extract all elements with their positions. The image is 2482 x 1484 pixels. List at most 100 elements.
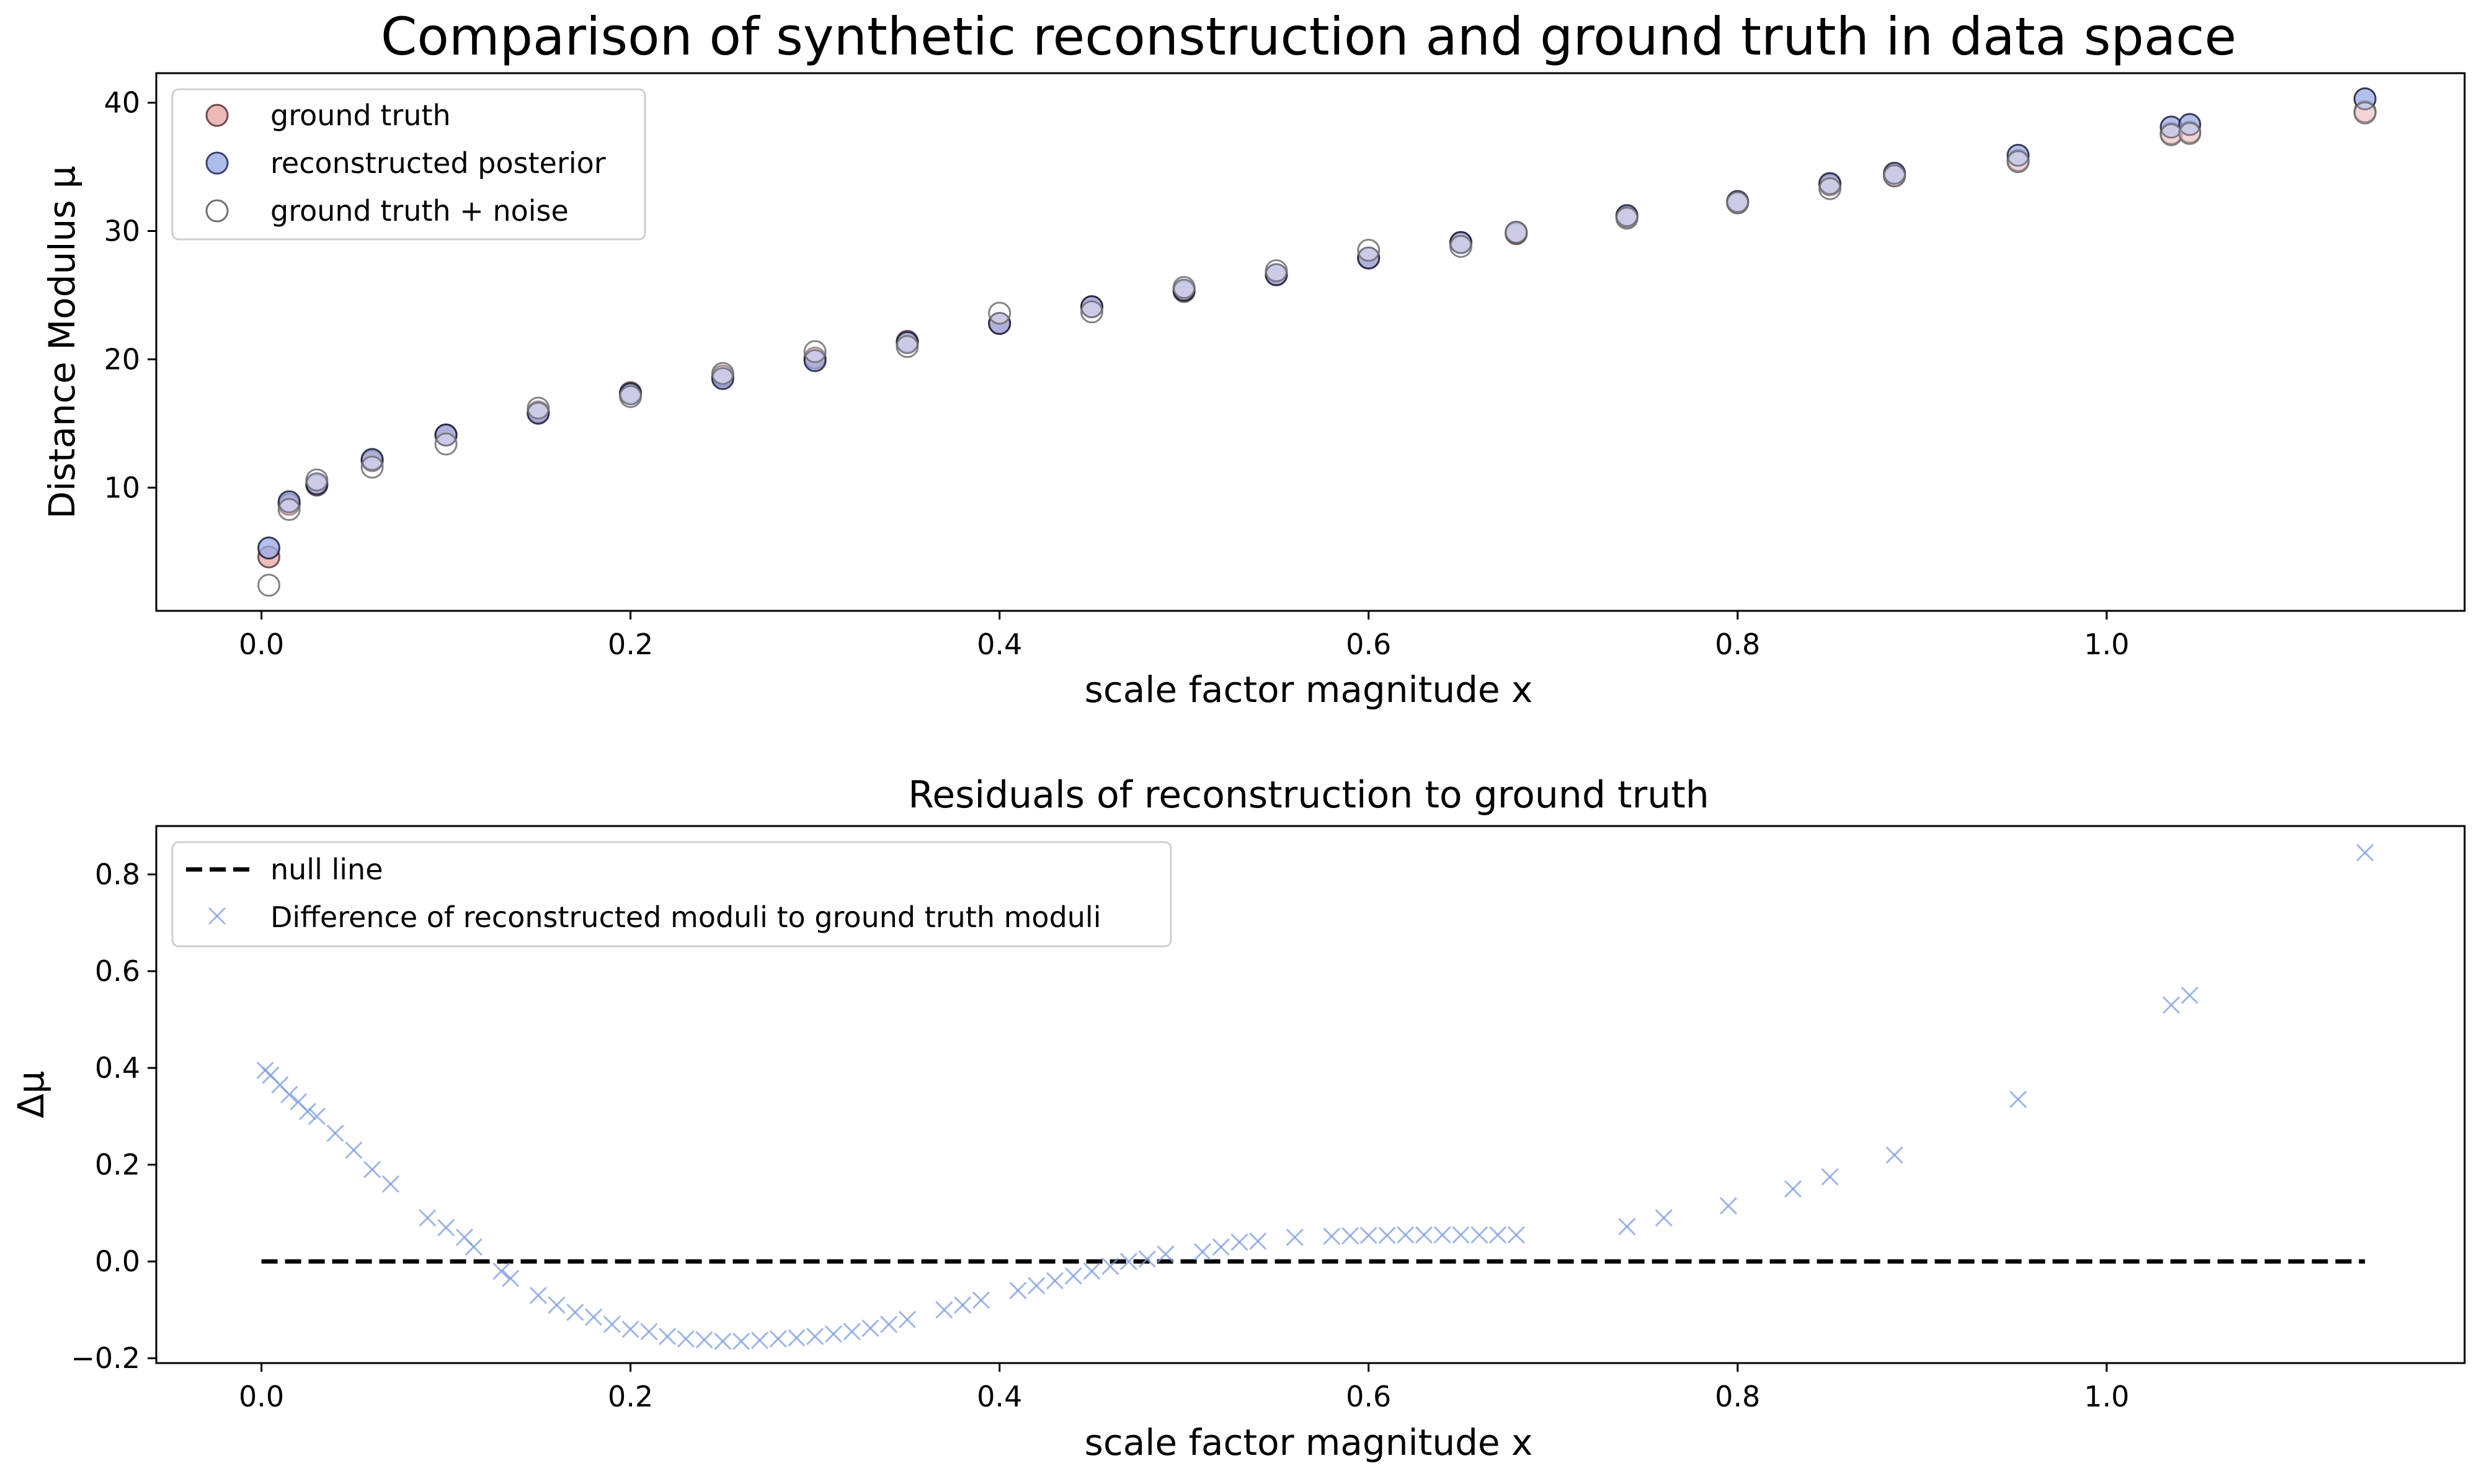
difference-point [1415,1226,1433,1244]
difference-point [750,1331,768,1349]
legend-marker-reconstructed [205,151,229,175]
top-x-tick-label: 1.0 [2084,628,2129,661]
difference-point [529,1286,547,1304]
reconstructed-point [257,536,280,560]
difference-point [1009,1281,1027,1300]
difference-point [1138,1250,1156,1268]
difference-point [492,1262,510,1280]
difference-point [954,1296,972,1314]
difference-point [566,1304,584,1322]
noise-point [619,384,643,408]
difference-point [1046,1272,1064,1290]
top-y-tick-label: 30 [104,215,140,248]
bottom-x-tick-label: 0.0 [239,1380,284,1413]
difference-point [465,1238,483,1256]
difference-point [1286,1229,1304,1246]
noise-point [1505,221,1528,244]
legend-label-ground-truth: ground truth [270,99,451,132]
bottom-chart-title: Residuals of reconstruction to ground tr… [908,773,1709,817]
noise-point [2006,150,2030,174]
difference-point [935,1301,953,1319]
bottom-plot-area: 0.0 0.2 0.4 0.6 0.8 1.0 −0.2 0.0 0.2 0.4 0.6 0.8 [71,825,2466,1413]
difference-point [898,1310,916,1328]
bottom-legend: null line Difference of reconstructed mo… [171,841,1172,948]
legend-marker-noise [205,199,229,223]
difference-point [2356,843,2374,861]
difference-point [1885,1146,1903,1164]
difference-point [603,1315,621,1333]
noise-point [1080,300,1103,324]
noise-point [1818,177,1842,200]
difference-point [2009,1090,2027,1108]
reconstructed-point [2006,143,2030,167]
difference-point [732,1332,750,1350]
difference-point [2162,996,2181,1014]
legend-label-difference: Difference of reconstructed moduli to gr… [270,900,1101,934]
legend-marker-ground-truth [205,104,229,127]
difference-point [1249,1232,1267,1250]
difference-point [345,1141,363,1159]
difference-point [2181,987,2199,1005]
difference-point [502,1269,520,1287]
noise-point [1265,259,1288,283]
top-chart-title: Comparison of synthetic reconstruction a… [381,6,2236,67]
reconstructed-point [1357,246,1381,270]
reconstructed-point [711,367,734,390]
bottom-y-tick-label: 0.4 [95,1051,140,1085]
difference-point [1655,1209,1673,1227]
top-y-tick-label: 20 [104,342,140,376]
noise-point [305,468,329,492]
difference-point [1323,1227,1341,1245]
bottom-y-tick-label: 0.6 [95,954,140,988]
legend-label-noise: ground truth + noise [270,194,569,228]
noise-point [803,340,827,363]
difference-point [1119,1253,1138,1271]
bottom-y-tick-label: −0.2 [71,1341,140,1375]
difference-point [1212,1238,1230,1256]
difference-point [861,1319,879,1337]
difference-point [548,1296,566,1314]
top-plot-area: 0.0 0.2 0.4 0.6 0.8 1.0 10 20 30 40 [104,72,2466,661]
difference-point [308,1108,326,1126]
top-x-tick-label: 0.6 [1346,628,1391,661]
difference-point [1618,1217,1636,1236]
top-y-ticks: 10 20 30 40 [104,86,156,504]
bottom-x-ticks: 0.0 0.2 0.4 0.6 0.8 1.0 [239,1363,2129,1413]
noise-point [896,335,919,358]
bottom-legend-box [171,841,1172,948]
legend-label-null-line: null line [270,853,383,886]
difference-point [1821,1168,1839,1186]
top-x-tick-label: 0.8 [1715,628,1760,661]
difference-point [298,1103,317,1121]
legend-label-reconstructed: reconstructed posterior [270,146,606,180]
noise-point [988,301,1012,325]
difference-point [843,1323,861,1341]
difference-point [381,1175,399,1193]
difference-point [1784,1180,1802,1198]
top-data-points [257,87,2377,597]
difference-point [972,1291,990,1309]
difference-point [363,1160,381,1178]
difference-point [585,1308,603,1326]
difference-point [769,1330,787,1348]
noise-point [360,455,384,479]
difference-point [880,1315,898,1333]
legend-marker-difference [208,907,226,925]
difference-point [695,1331,713,1349]
difference-point [1507,1226,1525,1244]
difference-point [1064,1267,1082,1285]
difference-point [1083,1262,1101,1280]
difference-point [1101,1257,1119,1276]
difference-point [437,1219,455,1237]
difference-point [1028,1277,1046,1295]
reconstructed-point [1080,295,1103,319]
bottom-plot-frame [155,825,2466,1364]
difference-point [1341,1227,1359,1245]
bottom-x-tick-label: 0.2 [608,1380,653,1413]
difference-point [1157,1245,1175,1263]
noise-point [1726,191,1750,215]
noise-point [2353,101,2377,125]
noise-point [1449,234,1472,258]
noise-point [277,498,301,522]
difference-point [714,1332,732,1350]
